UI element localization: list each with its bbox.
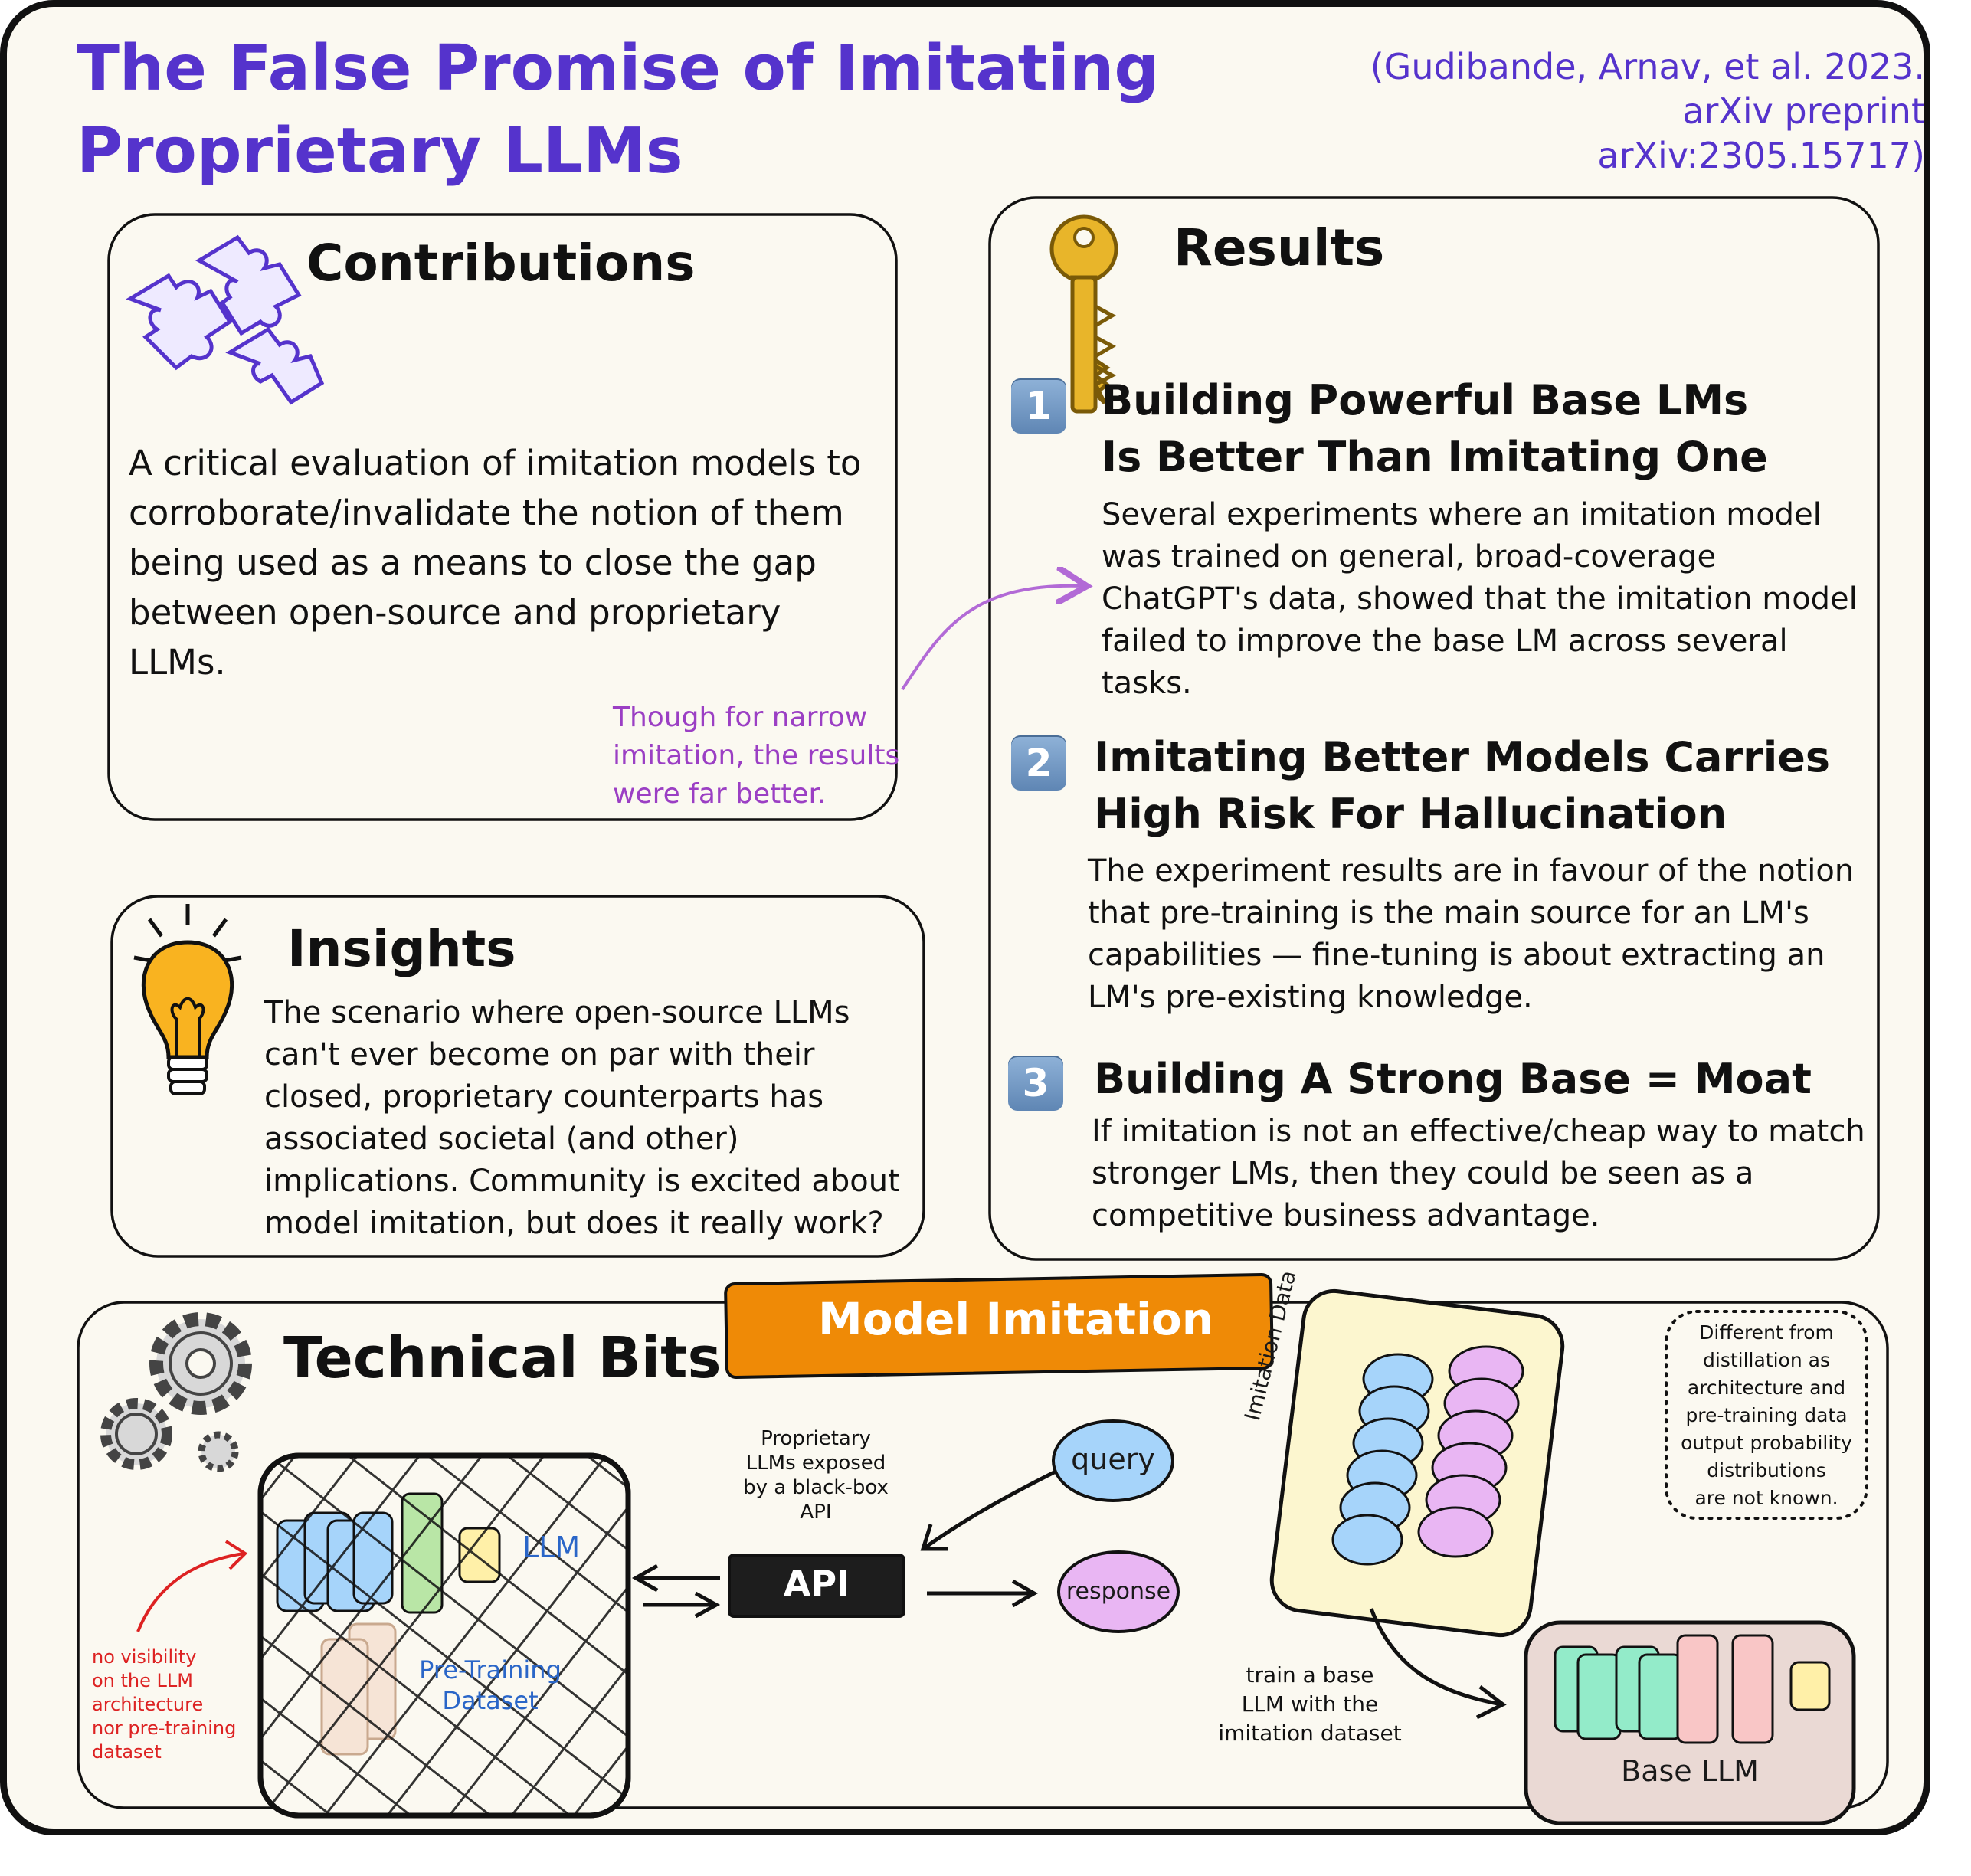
query-bubble xyxy=(1052,1419,1174,1502)
narrow-imitation-arrow xyxy=(901,586,1084,691)
no-visibility-line2: on the LLM xyxy=(92,1670,193,1691)
model-imitation-banner xyxy=(724,1273,1274,1379)
citation-line1: (Gudibande, Arnav, et al. 2023. xyxy=(1370,46,1925,87)
base-llm-box xyxy=(1524,1620,1856,1825)
result-number-3: 3 xyxy=(1008,1056,1063,1111)
imitation-data-card xyxy=(1269,1288,1565,1638)
result-title-3: Building A Strong Base = Moat xyxy=(1094,1055,1812,1103)
no-visibility-line5: dataset xyxy=(92,1741,162,1763)
result-number-1: 1 xyxy=(1011,378,1066,434)
train-note: train a base LLM with the imitation data… xyxy=(1203,1661,1417,1748)
distillation-line1: Different from xyxy=(1699,1321,1834,1344)
model-imitation-banner-label: Model Imitation xyxy=(818,1293,1213,1345)
page-title-line2: Proprietary LLMs xyxy=(77,115,683,188)
distillation-note: Different from distillation as architect… xyxy=(1670,1319,1863,1512)
result-title-1-line1: Building Powerful Base LMs xyxy=(1102,376,1749,424)
distillation-line6: distributions xyxy=(1707,1459,1826,1481)
api-caption-line1: Proprietary xyxy=(761,1427,871,1450)
insights-body: The scenario where open-source LLMs can'… xyxy=(264,995,900,1241)
train-note-line1: train a base xyxy=(1246,1662,1374,1688)
distillation-line5: output probability xyxy=(1681,1432,1852,1454)
distillation-line2: distillation as xyxy=(1703,1349,1830,1371)
technical-heading: Technical Bits xyxy=(283,1325,722,1391)
insights-box xyxy=(110,895,925,1258)
result-title-2-line1: Imitating Better Models Carries xyxy=(1094,733,1830,781)
citation-line3: arXiv:2305.15717) xyxy=(1597,135,1925,176)
result-title-2: Imitating Better Models Carries High Ris… xyxy=(1094,729,1830,843)
response-bubble xyxy=(1057,1550,1180,1633)
query-label: query xyxy=(1071,1442,1155,1476)
train-arrow xyxy=(1369,1608,1507,1720)
citation: (Gudibande, Arnav, et al. 2023. arXiv pr… xyxy=(1370,44,1925,178)
api-caption-line2: LLMs exposed xyxy=(745,1452,886,1475)
gears-icon xyxy=(100,1312,252,1472)
response-label: response xyxy=(1066,1578,1171,1605)
base-llm-label: Base LLM xyxy=(1621,1754,1759,1788)
train-note-line2: LLM with the xyxy=(1241,1691,1379,1717)
pretraining-label: Pre-Training Dataset xyxy=(406,1655,575,1716)
api-caption: Proprietary LLMs exposed by a black-box … xyxy=(716,1426,915,1524)
distillation-line4: pre-training data xyxy=(1685,1404,1848,1426)
results-box xyxy=(988,196,1880,1261)
result-title-1-line2: Is Better Than Imitating One xyxy=(1102,433,1768,481)
narrow-imitation-note: Though for narrow imitation, the results… xyxy=(613,702,900,810)
results-heading: Results xyxy=(1174,218,1385,277)
no-visibility-arrow xyxy=(136,1540,248,1632)
result-title-1: Building Powerful Base LMs Is Better Tha… xyxy=(1102,372,1768,486)
puzzle-icon xyxy=(126,234,325,405)
insights-heading: Insights xyxy=(287,919,516,978)
lightbulb-icon xyxy=(133,904,242,1095)
api-label: API xyxy=(783,1563,850,1604)
pretraining-label-line2: Dataset xyxy=(442,1686,539,1715)
no-visibility-line1: no visibility xyxy=(92,1646,197,1668)
page-title-line1: The False Promise of Imitating xyxy=(77,32,1160,105)
no-visibility-note: no visibility on the LLM architecture no… xyxy=(92,1645,260,1764)
distillation-note-box xyxy=(1665,1310,1868,1520)
result-title-2-line2: High Risk For Hallucination xyxy=(1094,790,1727,838)
result-body-3: If imitation is not an effective/cheap w… xyxy=(1092,1114,1865,1233)
api-arrows xyxy=(631,1468,1059,1619)
result-body-2: The experiment results are in favour of … xyxy=(1088,853,1855,1015)
train-note-line3: imitation dataset xyxy=(1218,1720,1402,1746)
contributions-heading: Contributions xyxy=(306,234,696,293)
distillation-line7: are not known. xyxy=(1694,1487,1838,1509)
contributions-body: A critical evaluation of imitation model… xyxy=(129,443,862,683)
no-visibility-line4: nor pre-training xyxy=(92,1717,237,1739)
pretraining-label-line1: Pre-Training xyxy=(419,1655,562,1684)
api-box xyxy=(728,1554,905,1618)
llm-label: LLM xyxy=(522,1531,581,1564)
page-title: The False Promise of Imitating Proprieta… xyxy=(77,28,1159,193)
proprietary-llm-box xyxy=(257,1452,631,1819)
contributions-box xyxy=(107,213,898,821)
citation-line2: arXiv preprint xyxy=(1682,90,1925,132)
distillation-line3: architecture and xyxy=(1687,1377,1846,1399)
key-icon xyxy=(1049,214,1118,414)
api-caption-line3: by a black-box xyxy=(743,1476,889,1499)
no-visibility-line3: architecture xyxy=(92,1694,204,1715)
result-number-2: 2 xyxy=(1011,735,1066,791)
api-caption-line4: API xyxy=(800,1501,832,1524)
result-body-1: Several experiments where an imitation m… xyxy=(1102,497,1858,701)
